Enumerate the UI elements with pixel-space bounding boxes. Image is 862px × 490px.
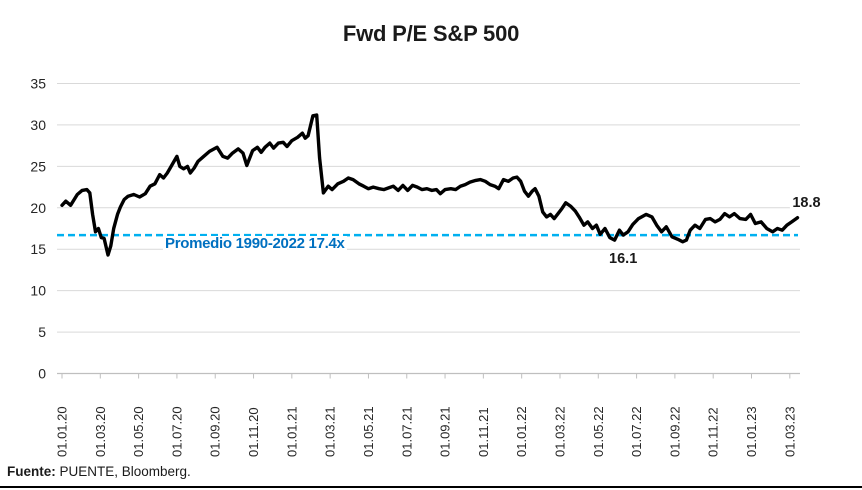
- y-tick-label: 15: [30, 241, 46, 257]
- y-tick-label: 10: [30, 283, 46, 299]
- x-tick-label: 01.07.21: [399, 406, 414, 457]
- x-tick-label: 01.11.21: [476, 407, 491, 457]
- y-tick-label: 35: [30, 75, 46, 91]
- x-tick-label: 01.03.22: [552, 406, 567, 457]
- y-tick-label: 20: [30, 200, 46, 216]
- source-note: Fuente: PUENTE, Bloomberg.: [7, 464, 191, 479]
- x-tick-label: 01.11.20: [246, 407, 261, 457]
- source-text: PUENTE, Bloomberg.: [55, 464, 191, 479]
- x-tick-label: 01.03.21: [323, 406, 338, 457]
- x-tick-label: 01.01.20: [55, 406, 70, 457]
- y-tick-label: 0: [38, 366, 46, 382]
- x-tick-label: 01.07.20: [169, 406, 184, 457]
- data-label-16.1: 16.1: [607, 251, 640, 269]
- x-tick-label: 01.09.22: [667, 406, 682, 457]
- page-title: Fwd P/E S&P 500: [342, 21, 520, 46]
- x-tick-label: 01.09.20: [208, 406, 223, 457]
- x-tick-label: 01.11.22: [706, 407, 721, 457]
- x-tick-label: 01.03.23: [782, 406, 797, 457]
- x-tick-label: 01.05.22: [591, 406, 606, 457]
- bottom-divider: [0, 486, 862, 488]
- data-label-18.8: 18.8: [790, 194, 823, 212]
- y-tick-label: 5: [38, 324, 46, 340]
- x-tick-label: 01.01.21: [284, 406, 299, 457]
- x-tick-label: 01.09.21: [438, 406, 453, 457]
- average-line-label: Promedio 1990-2022 17.4x: [163, 235, 347, 253]
- x-tick-label: 01.05.21: [361, 406, 376, 457]
- source-prefix: Fuente:: [7, 464, 56, 479]
- series-line: [60, 113, 800, 257]
- x-tick-label: 01.01.22: [514, 406, 529, 457]
- y-tick-label: 25: [30, 158, 46, 174]
- y-tick-label: 30: [30, 117, 46, 133]
- x-tick-label: 01.03.20: [93, 406, 108, 457]
- x-tick-label: 01.01.23: [744, 406, 759, 457]
- x-tick-label: 01.07.22: [629, 406, 644, 457]
- x-tick-label: 01.05.20: [131, 406, 146, 457]
